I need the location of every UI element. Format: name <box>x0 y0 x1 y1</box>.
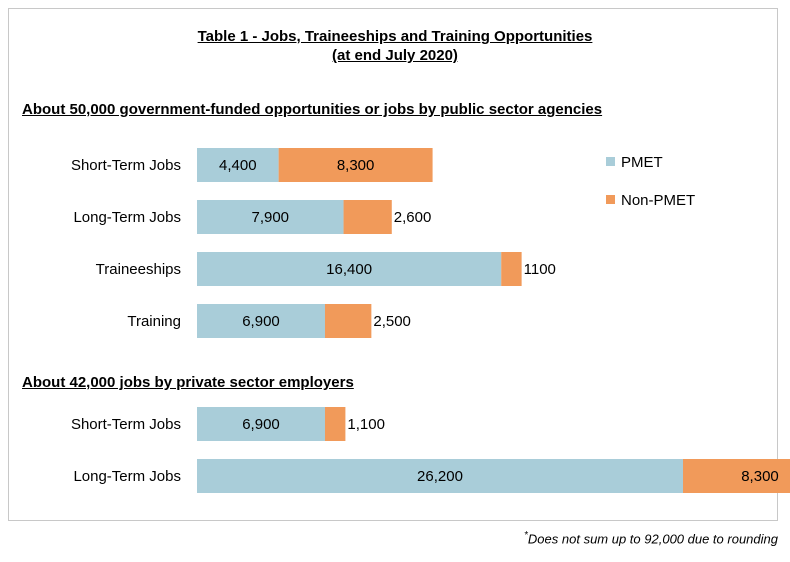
bar-non-pmet-training <box>324 304 372 338</box>
bar-pmet-traineeships <box>197 252 502 286</box>
bar-pmet-training <box>197 304 325 338</box>
footnote: *Does not sum up to 92,000 due to roundi… <box>524 530 778 546</box>
legend-swatch-pmet <box>606 157 615 166</box>
data-label-non-pmet-long-term-jobs: 8,300 <box>741 468 779 485</box>
bar-pmet-long-term-jobs <box>197 200 344 234</box>
data-label-non-pmet-training: 2,500 <box>373 313 411 330</box>
category-label-short-term-jobs: Short-Term Jobs <box>71 416 181 433</box>
category-label-training: Training <box>127 313 181 330</box>
chart-subtitle: (at end July 2020) <box>332 47 458 64</box>
category-label-traineeships: Traineeships <box>96 261 181 278</box>
data-label-non-pmet-short-term-jobs: 1,100 <box>347 416 385 433</box>
data-label-pmet-long-term-jobs: 26,200 <box>417 468 463 485</box>
section-title-private: About 42,000 jobs by private sector empl… <box>22 374 354 391</box>
footnote-text: Does not sum up to 92,000 due to roundin… <box>527 531 778 547</box>
category-label-long-term-jobs: Long-Term Jobs <box>73 468 181 485</box>
data-label-non-pmet-traineeships: 1100 <box>524 261 556 278</box>
bar-non-pmet-long-term-jobs <box>343 200 392 234</box>
bar-pmet-long-term-jobs <box>197 459 684 493</box>
data-label-pmet-traineeships: 16,400 <box>326 261 372 278</box>
bar-non-pmet-long-term-jobs <box>683 459 790 493</box>
data-label-non-pmet-long-term-jobs: 2,600 <box>394 209 432 226</box>
data-label-pmet-short-term-jobs: 6,900 <box>242 416 280 433</box>
bar-non-pmet-short-term-jobs <box>324 407 346 441</box>
data-label-pmet-training: 6,900 <box>242 313 280 330</box>
bar-pmet-short-term-jobs <box>197 148 279 182</box>
data-label-pmet-long-term-jobs: 7,900 <box>251 209 289 226</box>
chart-title: Table 1 - Jobs, Traineeships and Trainin… <box>197 28 593 45</box>
legend-label-pmet: PMET <box>621 154 663 171</box>
bar-pmet-short-term-jobs <box>197 407 325 441</box>
data-label-non-pmet-short-term-jobs: 8,300 <box>337 157 375 174</box>
bar-non-pmet-short-term-jobs <box>278 148 433 182</box>
section-title-public: About 50,000 government-funded opportuni… <box>22 101 603 118</box>
footnote-mark: * <box>524 530 528 541</box>
legend-swatch-non-pmet <box>606 195 615 204</box>
category-label-short-term-jobs: Short-Term Jobs <box>71 157 181 174</box>
bar-non-pmet-traineeships <box>501 252 522 286</box>
category-label-long-term-jobs: Long-Term Jobs <box>73 209 181 226</box>
data-label-pmet-short-term-jobs: 4,400 <box>219 157 257 174</box>
legend-label-non-pmet: Non-PMET <box>621 192 695 209</box>
chart-frame <box>8 8 778 521</box>
